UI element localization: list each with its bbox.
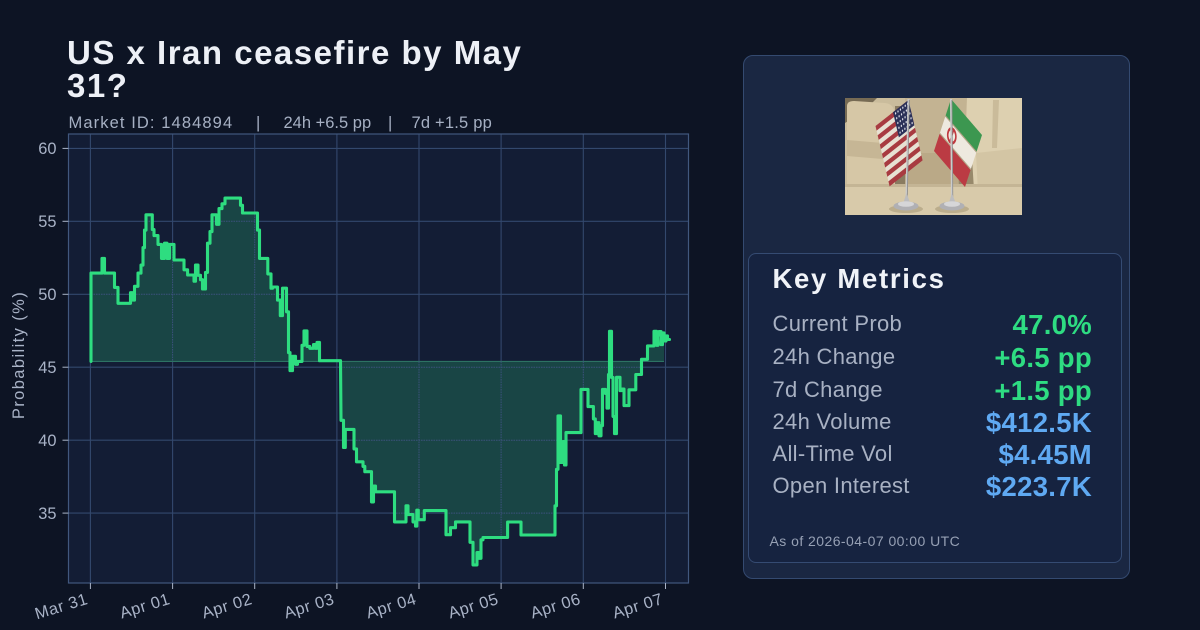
svg-text:Apr 05: Apr 05 bbox=[446, 590, 501, 622]
svg-text:55: 55 bbox=[38, 213, 56, 231]
svg-text:50: 50 bbox=[38, 286, 56, 304]
svg-text:Apr 01: Apr 01 bbox=[118, 590, 173, 622]
svg-text:40: 40 bbox=[38, 432, 56, 450]
svg-text:60: 60 bbox=[38, 140, 56, 158]
svg-text:Probability (%): Probability (%) bbox=[10, 291, 28, 419]
svg-text:45: 45 bbox=[38, 359, 56, 377]
svg-text:Apr 06: Apr 06 bbox=[528, 590, 583, 622]
svg-text:Apr 07: Apr 07 bbox=[611, 590, 666, 622]
svg-text:35: 35 bbox=[38, 505, 56, 523]
svg-text:Mar 31: Mar 31 bbox=[33, 590, 90, 623]
svg-text:Apr 04: Apr 04 bbox=[364, 590, 419, 622]
svg-text:Apr 02: Apr 02 bbox=[200, 590, 255, 622]
svg-text:Apr 03: Apr 03 bbox=[282, 590, 337, 622]
